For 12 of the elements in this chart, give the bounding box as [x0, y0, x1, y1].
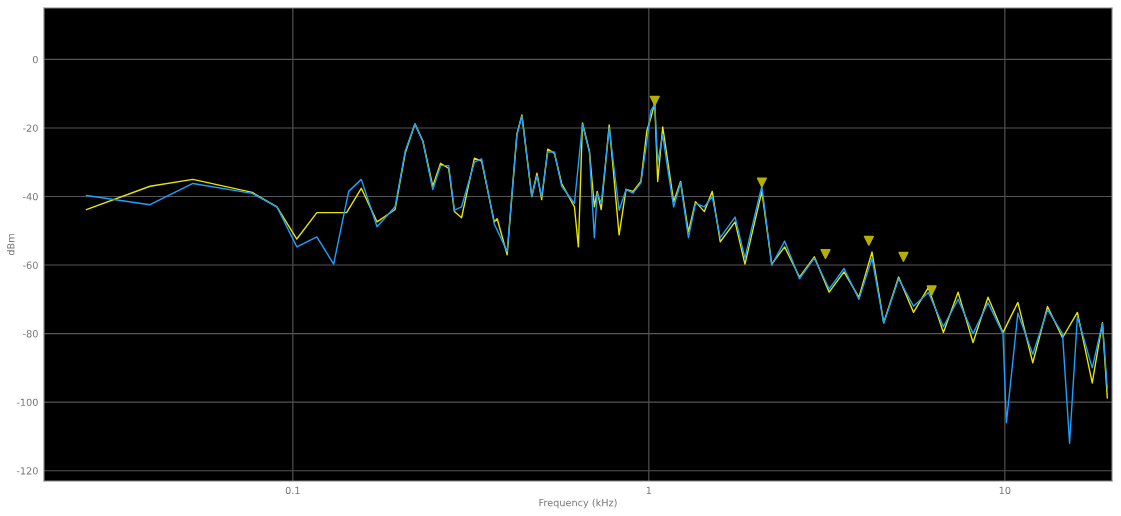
y-tick-label: 0 [32, 55, 38, 64]
y-tick-label: -60 [23, 261, 38, 269]
y-tick-label: -100 [16, 398, 38, 406]
y-tick-label: -20 [23, 124, 38, 132]
y-axis-title: dBm [6, 234, 15, 256]
x-tick-label: 0.1 [285, 486, 300, 495]
y-tick-label: -120 [16, 467, 38, 475]
x-axis-title: Frequency (kHz) [539, 498, 617, 509]
x-tick-label: 10 [999, 486, 1011, 495]
x-tick-label: 1 [646, 486, 652, 494]
y-tick-label: -40 [23, 192, 38, 201]
y-tick-label: -80 [23, 330, 38, 338]
